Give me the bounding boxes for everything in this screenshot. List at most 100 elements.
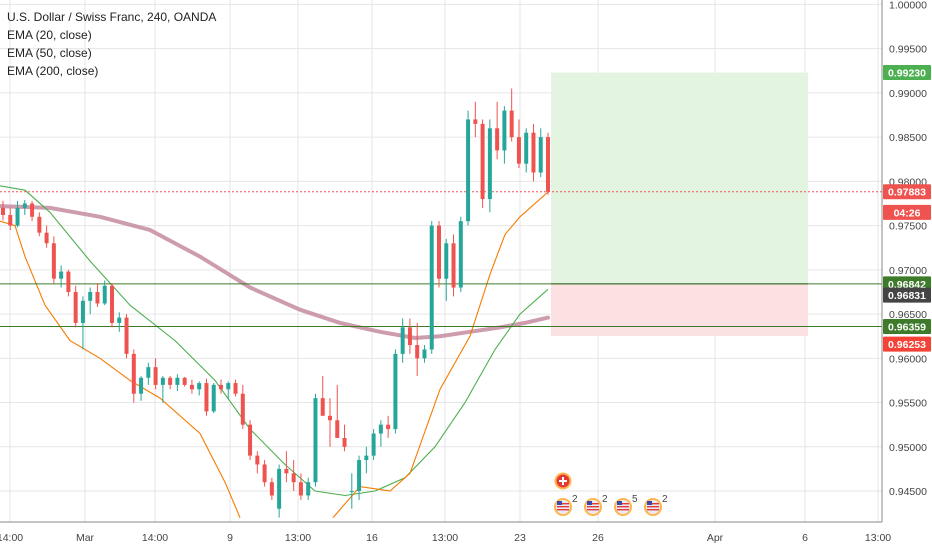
candle-body[interactable] — [22, 203, 27, 208]
legend-ema-50[interactable]: EMA (50, close) — [7, 46, 92, 60]
candle-body[interactable] — [131, 353, 136, 394]
candle-body[interactable] — [546, 137, 550, 192]
candle-body[interactable] — [139, 377, 144, 394]
candle-body[interactable] — [160, 377, 165, 385]
candle-body[interactable] — [284, 468, 289, 474]
candle-body[interactable] — [95, 291, 100, 304]
candle-body[interactable] — [502, 110, 507, 151]
ema-50-line[interactable] — [0, 185, 549, 497]
candle-body[interactable] — [473, 119, 478, 124]
ema-20-line[interactable] — [0, 220, 241, 518]
event-marker-us[interactable]: 5 — [614, 494, 638, 516]
price-axis-label: 0.96359 — [888, 322, 926, 334]
chart-title: U.S. Dollar / Swiss Franc, 240, OANDA — [7, 10, 217, 24]
candle-body[interactable] — [313, 398, 318, 483]
candle-body[interactable] — [197, 383, 202, 390]
price-axis-label: 04:26 — [894, 207, 921, 219]
candle-body[interactable] — [153, 367, 158, 385]
ema-20-line[interactable] — [332, 191, 549, 518]
candle-body[interactable] — [437, 225, 441, 279]
candle-body[interactable] — [357, 460, 362, 492]
candle-body[interactable] — [30, 203, 35, 217]
price-axis-label-bg — [883, 204, 931, 220]
candle-body[interactable] — [226, 383, 231, 390]
candle-body[interactable] — [371, 433, 376, 456]
event-count: 2 — [662, 494, 668, 505]
candle-body[interactable] — [219, 384, 223, 390]
candle-body[interactable] — [182, 377, 187, 385]
candle-body[interactable] — [378, 424, 383, 434]
candle-body[interactable] — [531, 132, 536, 173]
candle-body[interactable] — [320, 398, 325, 416]
legend-ema-20[interactable]: EMA (20, close) — [7, 28, 92, 42]
candle-body[interactable] — [8, 214, 13, 226]
candle-body[interactable] — [509, 110, 514, 138]
candle-body[interactable] — [487, 128, 492, 200]
candle-body[interactable] — [248, 424, 253, 456]
candle-body[interactable] — [59, 271, 64, 279]
price-axis-label-bg — [883, 319, 931, 335]
event-marker-us[interactable]: 2 — [584, 494, 608, 516]
candle-body[interactable] — [328, 415, 332, 421]
candle-body[interactable] — [262, 464, 267, 483]
candle-body[interactable] — [146, 367, 151, 378]
event-marker-us[interactable]: 2 — [554, 494, 578, 516]
time-tick-label: 14:00 — [142, 532, 168, 544]
candle-body[interactable] — [269, 482, 274, 496]
candle-body[interactable] — [1, 207, 5, 215]
candle-body[interactable] — [168, 377, 173, 385]
candle-body[interactable] — [393, 353, 398, 430]
candle-body[interactable] — [386, 424, 391, 430]
candle-body[interactable] — [124, 317, 129, 354]
legend-ema-200[interactable]: EMA (200, close) — [7, 64, 99, 78]
candle-body[interactable] — [306, 482, 311, 496]
candle-body[interactable] — [88, 291, 93, 301]
candle-body[interactable] — [233, 383, 238, 394]
candle-body[interactable] — [211, 384, 216, 412]
candle-body[interactable] — [110, 285, 114, 323]
candle-body[interactable] — [240, 393, 245, 425]
time-tick-label: 14:00 — [0, 532, 23, 544]
candle-body[interactable] — [495, 128, 500, 151]
candle-body[interactable] — [466, 119, 471, 222]
candle-body[interactable] — [407, 327, 412, 346]
event-marker-swiss[interactable] — [554, 472, 572, 490]
candle-body[interactable] — [277, 468, 282, 509]
candle-body[interactable] — [415, 345, 420, 359]
candle-body[interactable] — [15, 207, 20, 226]
candle-body[interactable] — [73, 291, 78, 323]
profit-zone[interactable] — [551, 72, 808, 284]
candle-body[interactable] — [204, 383, 209, 412]
candle-body[interactable] — [117, 317, 122, 323]
event-marker-us[interactable]: 2 — [644, 494, 668, 516]
candle-body[interactable] — [349, 491, 354, 493]
candle-body[interactable] — [516, 137, 521, 164]
candle-body[interactable] — [298, 482, 303, 496]
candle-body[interactable] — [189, 384, 194, 390]
candle-body[interactable] — [175, 377, 180, 385]
candle-body[interactable] — [480, 123, 485, 200]
candle-body[interactable] — [524, 132, 529, 164]
candle-body[interactable] — [66, 271, 71, 292]
loss-zone[interactable] — [551, 283, 808, 336]
ema-200-line[interactable] — [0, 204, 550, 341]
candle-body[interactable] — [51, 243, 56, 279]
candle-body[interactable] — [255, 455, 260, 465]
candle-body[interactable] — [80, 300, 85, 323]
candle-body[interactable] — [102, 285, 107, 304]
candle-body[interactable] — [342, 437, 347, 447]
candle-body[interactable] — [422, 349, 427, 359]
candle-body[interactable] — [538, 137, 543, 173]
candle-body[interactable] — [451, 243, 456, 288]
candle-body[interactable] — [291, 473, 296, 483]
candle-body[interactable] — [44, 232, 49, 244]
candle-body[interactable] — [444, 243, 449, 279]
candle-body[interactable] — [458, 221, 463, 288]
candle-body[interactable] — [364, 455, 369, 461]
candle-body[interactable] — [37, 216, 42, 233]
candle-body[interactable] — [335, 420, 340, 438]
candle-body[interactable] — [429, 225, 434, 350]
candle-body[interactable] — [400, 327, 405, 354]
